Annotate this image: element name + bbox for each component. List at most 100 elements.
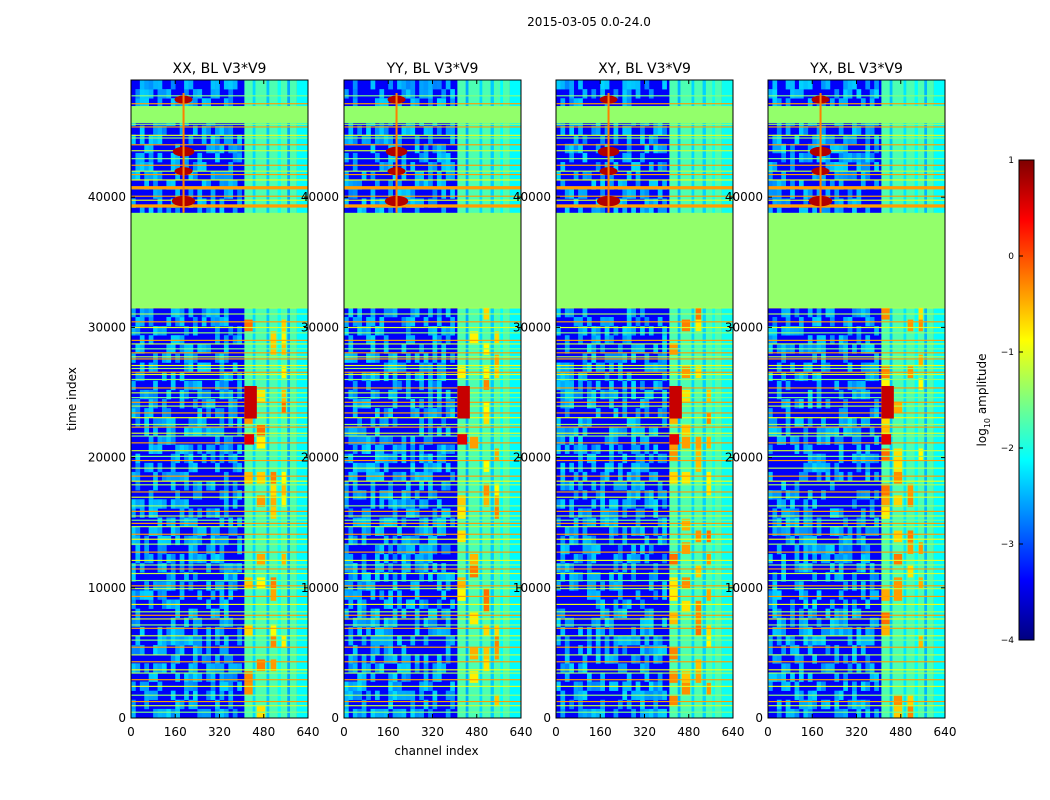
noise-cell [419,362,424,372]
noise-cell [228,590,234,600]
noise-cell [865,125,871,135]
flag-edge-stripe [768,186,945,190]
noise-cell [626,307,632,318]
rfi-row-stripe [344,595,521,598]
rfi-hot-cell [893,553,903,566]
rfi-row-stripe [556,442,733,444]
noise-cell [175,499,180,509]
noise-cell [613,708,619,718]
noise-cell [834,553,840,564]
noise-cell [781,371,786,382]
rfi-row-stripe [768,579,945,582]
noise-cell [591,590,597,600]
noise-cell [228,699,234,710]
noise-cell [785,490,791,500]
rfi-row-stripe [131,326,308,329]
noise-cell [237,563,242,573]
rfi-row-stripe [556,401,733,403]
noise-cell [414,371,420,382]
noise-cell [374,617,380,628]
noise-cell [366,626,371,637]
noise-cell [170,152,176,163]
noise-cell [374,198,380,208]
noise-cell [197,426,203,436]
noise-cell [450,326,455,336]
noise-cell [428,526,433,537]
noise-cell [410,444,416,454]
noise-cell [410,98,416,108]
noise-cell [153,326,158,336]
noise-cell [768,645,773,655]
noise-cell [392,517,398,527]
rfi-hot-cell [918,354,923,367]
noise-cell [843,544,848,555]
rfi-row-stripe [131,618,308,620]
noise-cell [794,399,800,409]
rfi-hot-cell [256,577,266,590]
rfi-row-stripe [344,551,521,553]
noise-cell [560,180,566,190]
noise-cell [223,125,229,135]
noise-cell [768,490,773,500]
noise-cell [613,499,619,509]
noise-cell [223,645,229,655]
noise-cell [432,517,438,527]
noise-cell [807,80,813,90]
heatmap-image [131,80,308,718]
noise-cell [617,426,623,436]
noise-cell [223,389,229,400]
noise-cell [803,590,809,600]
noise-cell [201,180,207,190]
rfi-hot-cell [669,553,678,566]
noise-cell [838,590,844,600]
noise-cell [847,198,853,208]
x-tick-label: 480 [252,725,275,739]
noise-cell [812,654,817,664]
noise-cell [662,553,667,564]
noise-cell [432,162,438,172]
noise-cell [604,617,610,628]
noise-cell [821,171,826,181]
noise-cell [662,708,667,718]
noise-cell [392,307,398,318]
noise-cell [450,444,455,454]
noise-cell [644,143,650,154]
noise-cell [573,134,579,145]
rfi-row-stripe [344,373,521,376]
rfi-channel-gap [702,80,706,718]
noise-cell [175,645,180,655]
noise-cell [776,426,782,436]
rfi-row-stripe [768,103,945,105]
noise-cell [228,326,234,336]
noise-cell [798,617,804,628]
noise-cell [825,162,831,172]
noise-cell [392,417,398,427]
noise-cell [573,526,579,537]
noise-cell [215,353,220,363]
noise-cell [131,307,136,318]
colorbar-tick-label: 0 [1008,252,1014,262]
noise-cell [622,125,628,135]
rfi-row-stripe [131,484,308,486]
noise-cell [573,98,579,108]
rfi-row-stripe [556,199,733,201]
noise-cell [357,435,362,445]
rfi-row-stripe [131,627,308,629]
rfi-row-stripe [768,417,945,419]
noise-cell [436,462,442,473]
noise-cell [219,535,225,546]
noise-cell [591,207,597,218]
noise-cell [609,435,614,445]
noise-cell [648,645,654,655]
noise-cell [838,508,844,518]
noise-cell [383,417,389,427]
noise-cell [825,189,831,199]
noise-cell [445,80,451,90]
rfi-hot-cell [893,577,903,590]
noise-cell [228,98,234,108]
noise-cell [591,353,597,363]
rfi-row-stripe [131,392,308,394]
noise-cell [392,380,398,391]
noise-cell [135,98,141,108]
noise-cell [219,708,225,718]
